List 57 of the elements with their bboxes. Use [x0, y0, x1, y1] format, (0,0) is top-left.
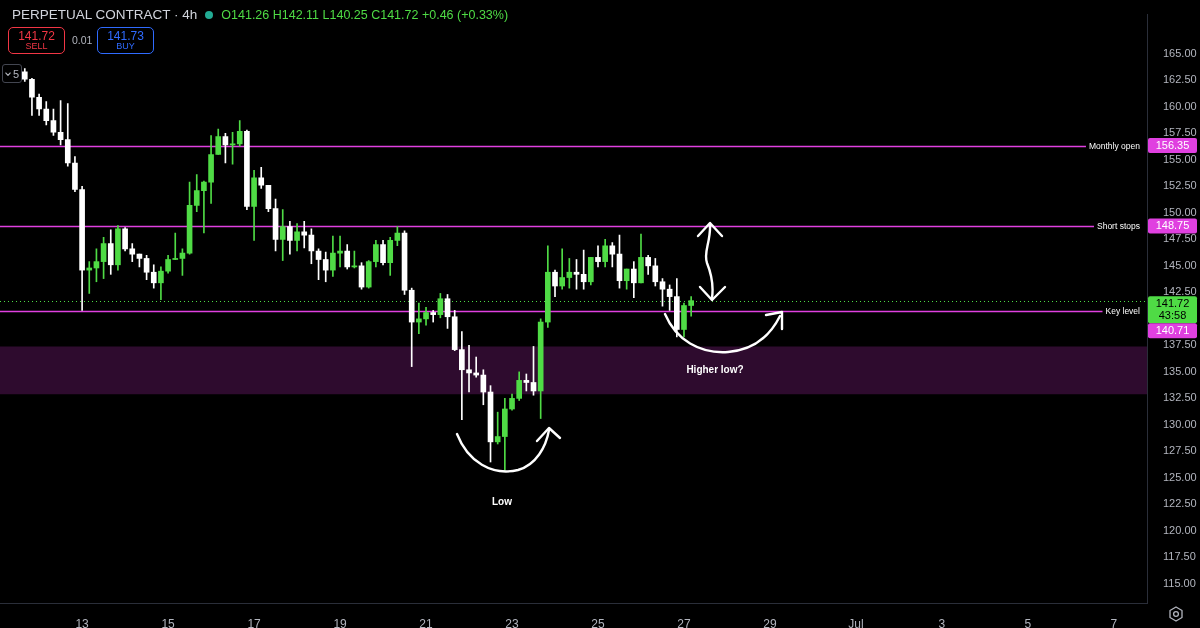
y-tick-label: 162.50 [1163, 73, 1197, 86]
sell-button: 141.72 SELL [8, 27, 65, 54]
y-tick-label: 147.50 [1163, 232, 1197, 245]
y-tick-label: 120.00 [1163, 523, 1197, 536]
x-tick-label: 19 [333, 616, 348, 628]
x-tick-label: 15 [161, 616, 176, 628]
text: 140.71 [1155, 323, 1190, 336]
x-tick-label: 3 [938, 616, 946, 628]
y-tick-label: 150.00 [1163, 205, 1197, 218]
annotation: 141.73 [107, 29, 144, 43]
y-tick-label: 137.50 [1163, 338, 1197, 351]
x-tick-label: 13 [75, 616, 90, 628]
candlestick [559, 248, 565, 290]
chart-title: PERPETUAL CONTRACT · 4h [12, 7, 198, 22]
y-tick-label: 117.50 [1163, 550, 1196, 563]
candlestick [595, 245, 601, 268]
y-tick-label: 125.00 [1163, 470, 1197, 483]
annotation: BUY [116, 41, 135, 51]
ref-line-label: Key level [1105, 305, 1141, 316]
annotation: 0.01 [72, 34, 93, 46]
x-tick-label: 29 [763, 616, 777, 628]
annotation: Low [492, 495, 512, 507]
annotation: Higher low? [686, 363, 744, 375]
text: 156.35 [1155, 138, 1190, 151]
y-tick-label: 152.50 [1163, 179, 1197, 192]
y-tick-label: 122.50 [1163, 497, 1197, 510]
y-tick-label: 157.50 [1163, 126, 1197, 139]
y-tick-label: 127.50 [1163, 444, 1197, 457]
y-tick-label: 132.50 [1163, 391, 1197, 404]
text: 43:58 [1158, 309, 1187, 322]
y-tick-label: 145.00 [1163, 258, 1197, 271]
buy-button: 141.73 BUY [97, 27, 154, 54]
x-tick-label: 23 [505, 616, 520, 628]
annotation: 141.72 [18, 29, 55, 43]
annotation: SELL [25, 41, 48, 51]
y-tick-label: 160.00 [1163, 99, 1197, 112]
dropdown-button: 5 [2, 64, 22, 83]
y-tick-label: 130.00 [1163, 417, 1197, 430]
ref-line-label: Short stops [1097, 220, 1140, 231]
chart-subtitle: O141.26 H142.11 L140.25 C141.72 +0.46 (+0.33%) [221, 7, 509, 22]
text: 148.75 [1155, 219, 1190, 232]
x-tick-label: 27 [677, 616, 691, 628]
x-tick-label: 25 [591, 616, 605, 628]
y-tick-label: 142.50 [1163, 285, 1197, 298]
x-tick-label: 7 [1110, 616, 1118, 628]
x-tick-label: 5 [1024, 616, 1032, 628]
y-tick-label: 165.00 [1163, 46, 1197, 59]
annotation: 5 [12, 67, 20, 80]
x-tick-label: Jul [848, 616, 864, 628]
ref-line-label: Monthly open [1088, 140, 1141, 151]
x-tick-label: 21 [419, 616, 434, 628]
y-tick-label: 155.00 [1163, 152, 1197, 165]
y-tick-label: 135.00 [1163, 364, 1197, 377]
x-tick-label: 17 [247, 616, 262, 628]
y-tick-label: 115.00 [1163, 576, 1196, 589]
candlestick [430, 310, 437, 323]
text: 141.72 [1155, 296, 1190, 309]
